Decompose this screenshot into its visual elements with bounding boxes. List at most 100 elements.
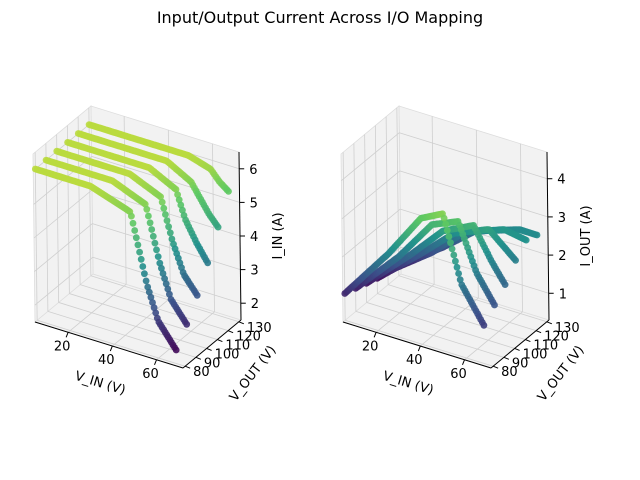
z-tick-label: 3 [250,264,258,279]
data-point [161,275,169,282]
data-point [179,206,186,214]
gridline-z [34,223,93,272]
data-point [160,204,168,212]
gridline-z [341,208,401,258]
data-point [168,235,176,243]
gridline-x [67,283,127,333]
data-point [174,191,182,199]
data-point [448,245,456,253]
gridline-z [32,122,92,172]
y-tick-label: 120 [236,330,261,345]
y-axis-line [490,319,550,369]
gridline-y [387,284,537,332]
x-axis-line [342,321,492,369]
data-point [445,233,453,240]
series-vout-130 [85,121,232,195]
gridline-z [399,170,548,218]
data-point [142,277,150,285]
data-point [443,227,451,234]
gridline-y [47,310,197,358]
gridline-z [341,170,401,220]
z-tick-label: 4 [557,173,565,188]
gridline-y [58,302,207,349]
y-tick-label: 90 [204,356,221,371]
gridline-x [420,297,479,347]
z-tick-label: 2 [558,249,566,264]
y-tick-mark [206,347,212,351]
data-point [442,220,450,228]
data-point [159,270,167,277]
data-point [177,201,185,209]
data-point [162,211,169,218]
y-tick-mark [195,356,202,360]
gridline-y [90,275,239,323]
gridline-y [396,107,400,276]
data-point [136,248,144,256]
y-tick-label: 100 [523,347,548,362]
data-point [172,346,180,354]
gridline-z [33,189,93,239]
data-point [146,219,154,227]
series-vout-110 [64,139,212,267]
data-point [131,227,139,234]
gridline-z [34,256,94,306]
y-tick-label: 130 [247,321,272,336]
data-point [151,239,159,247]
data-point [453,263,461,271]
data-point [175,196,183,204]
data-point [147,293,155,301]
data-point [165,223,173,231]
gridline-x [112,297,171,347]
z-tick-label: 3 [558,211,566,226]
z-tick-label: 4 [250,230,258,245]
data-point [491,301,498,309]
y-tick-mark [492,365,499,369]
y-tick-label: 120 [544,330,569,345]
y-tick-label: 100 [215,347,240,362]
gridline-y [69,293,218,340]
gridline-x [464,311,523,361]
data-point [158,264,165,272]
x-tick-mark [109,345,113,352]
data-point [455,270,462,277]
data-point [139,263,147,270]
x-axis-line [34,321,184,369]
data-point [214,223,222,231]
gridline-y [345,319,494,367]
y-axis-line [182,319,242,369]
data-point [452,257,459,265]
data-point [127,212,135,220]
data-point [163,217,171,225]
series-vout-100 [53,147,201,299]
z-tick-label: 5 [250,196,258,211]
gridline-y [355,310,505,358]
data-point [447,239,454,247]
y-tick-label: 80 [501,365,518,380]
x-tick-mark [373,332,377,338]
data-point [166,290,173,298]
y-tick-label: 110 [225,339,250,354]
data-point [144,283,152,291]
data-point [480,321,488,329]
y-tick-mark [227,330,234,334]
y-tick-label: 130 [555,321,580,336]
data-point [158,198,166,206]
data-point [450,251,458,259]
data-point [145,288,153,296]
x-tick-label: 60 [142,367,159,382]
data-point [134,241,142,249]
gridline-z [399,132,548,180]
x-tick-mark [65,332,69,338]
data-point [501,281,509,288]
data-point [145,212,152,220]
gridline-y [366,302,515,349]
data-point [150,304,158,312]
y-tick-label: 80 [193,365,210,380]
x-tick-label: 40 [98,353,115,368]
gridline-x [156,311,215,361]
data-point [193,291,201,299]
series-vout-80 [341,210,488,329]
x-tick-label: 20 [54,339,71,354]
z-tick-label: 1 [559,287,567,302]
